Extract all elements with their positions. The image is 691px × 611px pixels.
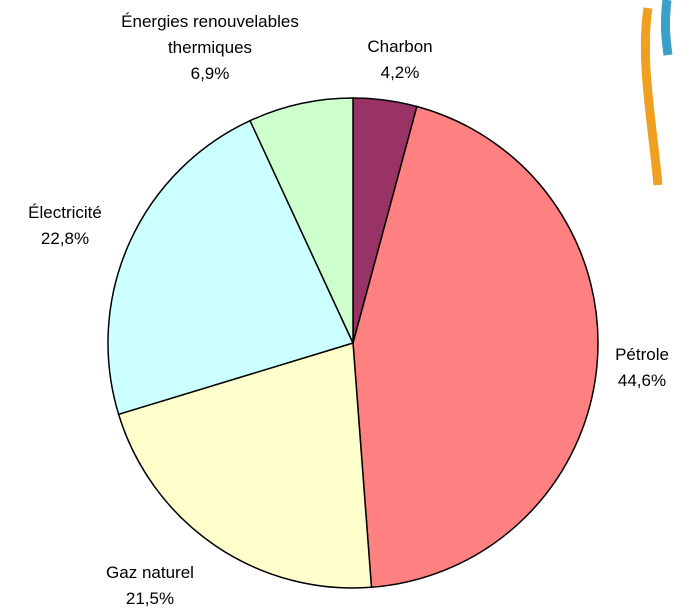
- category-label: Électricité: [28, 200, 102, 226]
- category-label: Charbon: [367, 34, 432, 60]
- value-label: 22,8%: [28, 226, 102, 252]
- category-label: Énergies renouvelables thermiques: [100, 9, 320, 61]
- value-label: 6,9%: [100, 61, 320, 87]
- chart: [0, 0, 691, 611]
- decoration: [645, 8, 658, 185]
- page: Charbon4,2% Pétrole44,6% Gaz naturel21,5% É…: [0, 0, 691, 611]
- pie: [108, 98, 598, 588]
- value-label: 4,2%: [367, 60, 432, 86]
- category-label: Pétrole: [615, 342, 669, 368]
- value-label: 21,5%: [106, 586, 194, 611]
- decoration: [665, 0, 668, 55]
- value-label: 44,6%: [615, 368, 669, 394]
- category-label: Gaz naturel: [106, 560, 194, 586]
